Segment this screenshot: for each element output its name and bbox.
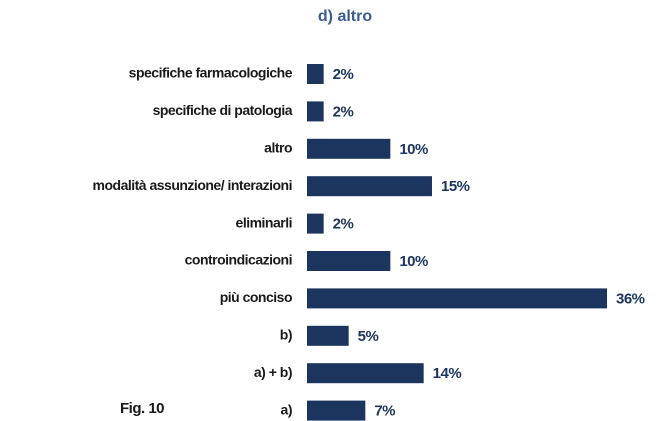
bar xyxy=(307,64,324,84)
value-label: 36% xyxy=(616,290,645,307)
category-label: più conciso xyxy=(220,289,292,305)
bar xyxy=(307,176,432,197)
category-label: b) xyxy=(280,327,292,343)
figure-label: Fig. 10 xyxy=(120,400,164,417)
bar xyxy=(307,101,324,122)
value-label: 15% xyxy=(441,178,470,195)
bar xyxy=(307,400,366,421)
bar xyxy=(307,138,391,159)
chart-title: d) altro xyxy=(318,8,372,25)
category-label: controindicazioni xyxy=(185,252,292,268)
value-label: 10% xyxy=(399,253,428,270)
bar xyxy=(307,363,424,384)
value-label: 2% xyxy=(333,66,354,83)
value-label: 2% xyxy=(333,103,354,120)
category-label: a) + b) xyxy=(254,364,292,380)
category-label: modalità assunzione/ interazioni xyxy=(93,177,292,193)
category-label: a) xyxy=(281,401,292,417)
category-label: specifiche farmacologiche xyxy=(129,65,293,81)
value-label: 2% xyxy=(333,216,354,233)
bar xyxy=(307,251,391,271)
value-label: 10% xyxy=(399,141,428,158)
bar xyxy=(307,213,324,234)
bar xyxy=(307,288,607,309)
value-label: 7% xyxy=(374,403,395,420)
category-label: specifiche di patologia xyxy=(153,102,293,118)
category-label: altro xyxy=(264,140,292,156)
value-label: 5% xyxy=(358,328,379,345)
bar xyxy=(307,325,349,346)
value-label: 14% xyxy=(433,365,462,382)
category-label: eliminarli xyxy=(236,214,292,230)
